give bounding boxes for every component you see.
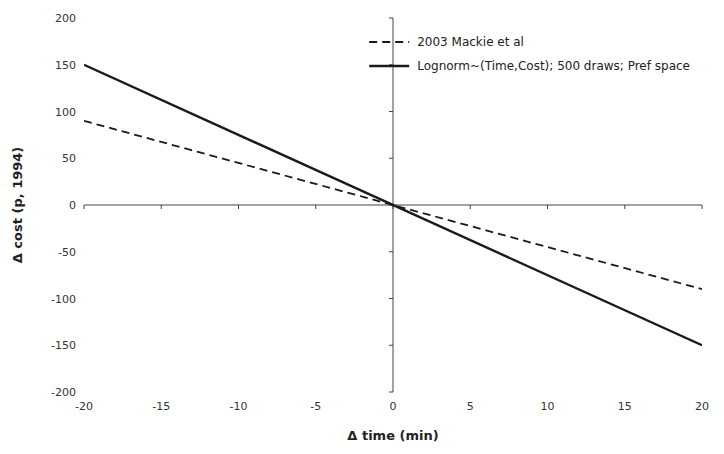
x-tick-label: 0 bbox=[390, 400, 397, 413]
y-tick-label: -150 bbox=[51, 339, 76, 352]
y-tick bbox=[389, 158, 393, 159]
x-tick bbox=[84, 205, 85, 209]
y-tick bbox=[389, 251, 393, 252]
y-tick bbox=[389, 18, 393, 19]
x-tick-label: 10 bbox=[541, 400, 555, 413]
y-axis-label: Δ cost (p, 1994) bbox=[10, 147, 25, 264]
x-tick bbox=[161, 205, 162, 209]
x-axis-label: Δ time (min) bbox=[347, 428, 438, 443]
axes: -20-15-10-505101520-200-150-100-50050100… bbox=[51, 12, 709, 413]
x-tick bbox=[470, 205, 471, 209]
y-tick-label: 50 bbox=[62, 152, 76, 165]
legend-label: 2003 Mackie et al bbox=[417, 35, 524, 49]
legend-label: Lognorm~(Time,Cost); 500 draws; Pref spa… bbox=[417, 59, 690, 73]
y-tick-label: 150 bbox=[55, 59, 76, 72]
y-tick bbox=[389, 111, 393, 112]
y-tick bbox=[389, 298, 393, 299]
y-tick bbox=[389, 392, 393, 393]
x-tick bbox=[624, 205, 625, 209]
chart: -20-15-10-505101520-200-150-100-50050100… bbox=[0, 0, 724, 454]
y-tick-label: 200 bbox=[55, 12, 76, 25]
legend-swatch bbox=[369, 65, 409, 67]
x-tick-label: 20 bbox=[695, 400, 709, 413]
x-tick bbox=[547, 205, 548, 209]
y-tick-label: 0 bbox=[69, 199, 76, 212]
legend: 2003 Mackie et al Lognorm~(Time,Cost); 50… bbox=[369, 35, 690, 73]
chart-container: -20-15-10-505101520-200-150-100-50050100… bbox=[0, 0, 724, 454]
x-tick bbox=[702, 205, 703, 209]
y-tick-label: -50 bbox=[58, 246, 76, 259]
y-tick-label: -100 bbox=[51, 293, 76, 306]
y-tick-label: -200 bbox=[51, 386, 76, 399]
y-tick-label: 100 bbox=[55, 106, 76, 119]
y-tick bbox=[389, 345, 393, 346]
x-tick-label: 5 bbox=[467, 400, 474, 413]
x-tick-label: -5 bbox=[310, 400, 321, 413]
lines bbox=[84, 65, 702, 346]
legend-swatch bbox=[369, 41, 409, 43]
series-line bbox=[84, 65, 702, 346]
x-tick-label: -15 bbox=[152, 400, 170, 413]
x-tick bbox=[238, 205, 239, 209]
x-tick-label: -20 bbox=[75, 400, 93, 413]
x-tick-label: -10 bbox=[230, 400, 248, 413]
x-tick-label: 15 bbox=[618, 400, 632, 413]
x-tick bbox=[315, 205, 316, 209]
